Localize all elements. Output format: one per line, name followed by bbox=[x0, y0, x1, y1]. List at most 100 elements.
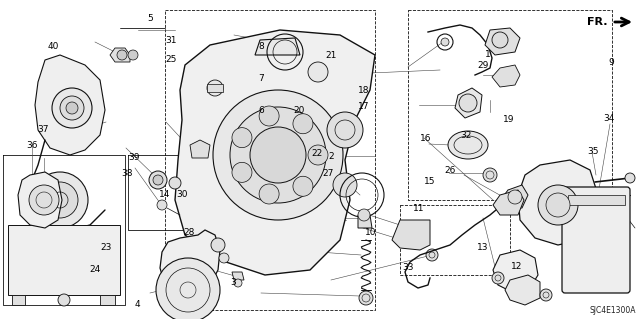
Text: 21: 21 bbox=[326, 51, 337, 60]
Polygon shape bbox=[8, 225, 120, 295]
Circle shape bbox=[29, 185, 59, 215]
Polygon shape bbox=[255, 38, 300, 55]
Circle shape bbox=[259, 184, 279, 204]
Text: 40: 40 bbox=[47, 42, 59, 51]
FancyBboxPatch shape bbox=[562, 187, 630, 293]
Text: 33: 33 bbox=[403, 263, 414, 272]
Text: 31: 31 bbox=[165, 36, 177, 45]
Circle shape bbox=[149, 171, 167, 189]
Text: 19: 19 bbox=[503, 115, 515, 124]
Text: 34: 34 bbox=[604, 114, 615, 122]
Polygon shape bbox=[485, 28, 520, 55]
Circle shape bbox=[232, 128, 252, 148]
Text: SJC4E1300A: SJC4E1300A bbox=[589, 306, 636, 315]
Circle shape bbox=[459, 94, 477, 112]
Text: 25: 25 bbox=[166, 55, 177, 63]
Circle shape bbox=[219, 253, 229, 263]
Circle shape bbox=[327, 112, 363, 148]
Polygon shape bbox=[358, 215, 372, 228]
Circle shape bbox=[230, 107, 326, 203]
Polygon shape bbox=[493, 190, 524, 215]
Text: 4: 4 bbox=[135, 300, 140, 309]
Circle shape bbox=[358, 209, 370, 221]
Polygon shape bbox=[190, 140, 210, 158]
Circle shape bbox=[293, 176, 313, 196]
Polygon shape bbox=[12, 295, 25, 305]
Text: 9: 9 bbox=[609, 58, 614, 67]
Circle shape bbox=[508, 190, 522, 204]
Text: 5: 5 bbox=[148, 14, 153, 23]
Text: 28: 28 bbox=[183, 228, 195, 237]
Circle shape bbox=[213, 90, 343, 220]
Text: 20: 20 bbox=[294, 106, 305, 115]
Circle shape bbox=[169, 177, 181, 189]
Polygon shape bbox=[518, 160, 598, 245]
Text: 6: 6 bbox=[259, 106, 264, 115]
Polygon shape bbox=[160, 230, 220, 295]
Polygon shape bbox=[175, 30, 375, 275]
Circle shape bbox=[538, 185, 578, 225]
Text: 26: 26 bbox=[444, 166, 456, 175]
Text: 10: 10 bbox=[365, 228, 377, 237]
Circle shape bbox=[60, 96, 84, 120]
Circle shape bbox=[52, 88, 92, 128]
Circle shape bbox=[483, 168, 497, 182]
Circle shape bbox=[492, 272, 504, 284]
Circle shape bbox=[426, 249, 438, 261]
Polygon shape bbox=[232, 272, 244, 280]
Circle shape bbox=[117, 50, 127, 60]
Polygon shape bbox=[455, 88, 482, 118]
Polygon shape bbox=[502, 185, 528, 208]
Circle shape bbox=[546, 193, 570, 217]
Text: 8: 8 bbox=[259, 42, 264, 51]
Circle shape bbox=[66, 102, 78, 114]
Text: 29: 29 bbox=[477, 61, 489, 70]
Text: 14: 14 bbox=[159, 190, 171, 199]
Polygon shape bbox=[35, 55, 105, 155]
Circle shape bbox=[157, 200, 167, 210]
Text: 37: 37 bbox=[38, 125, 49, 134]
Polygon shape bbox=[100, 295, 115, 305]
Text: 36: 36 bbox=[26, 141, 38, 150]
Text: 38: 38 bbox=[121, 169, 132, 178]
Text: 16: 16 bbox=[420, 134, 431, 143]
Polygon shape bbox=[568, 195, 625, 205]
Polygon shape bbox=[505, 275, 540, 305]
Text: 24: 24 bbox=[89, 265, 100, 274]
Text: 13: 13 bbox=[477, 243, 489, 252]
Circle shape bbox=[232, 162, 252, 182]
Circle shape bbox=[153, 175, 163, 185]
Circle shape bbox=[441, 38, 449, 46]
Text: 35: 35 bbox=[588, 147, 599, 156]
Circle shape bbox=[207, 80, 223, 96]
Text: 2: 2 bbox=[329, 152, 334, 161]
Text: 30: 30 bbox=[177, 190, 188, 199]
Text: 15: 15 bbox=[424, 177, 436, 186]
Polygon shape bbox=[492, 65, 520, 87]
Circle shape bbox=[293, 114, 313, 134]
Polygon shape bbox=[18, 172, 62, 228]
Circle shape bbox=[625, 173, 635, 183]
Text: 7: 7 bbox=[259, 74, 264, 83]
Text: 11: 11 bbox=[413, 204, 425, 213]
Circle shape bbox=[250, 127, 306, 183]
Circle shape bbox=[492, 32, 508, 48]
Text: 17: 17 bbox=[358, 102, 369, 111]
Text: 12: 12 bbox=[511, 262, 523, 271]
Text: 27: 27 bbox=[322, 169, 333, 178]
Circle shape bbox=[333, 173, 357, 197]
Circle shape bbox=[617, 191, 627, 201]
Circle shape bbox=[42, 182, 78, 218]
Circle shape bbox=[128, 50, 138, 60]
Circle shape bbox=[259, 106, 279, 126]
Text: 22: 22 bbox=[311, 149, 323, 158]
Circle shape bbox=[211, 238, 225, 252]
Circle shape bbox=[308, 145, 328, 165]
Circle shape bbox=[234, 279, 242, 287]
Polygon shape bbox=[493, 250, 538, 292]
Polygon shape bbox=[392, 220, 430, 250]
Circle shape bbox=[58, 294, 70, 306]
Circle shape bbox=[540, 289, 552, 301]
Circle shape bbox=[32, 172, 88, 228]
Polygon shape bbox=[110, 48, 130, 62]
